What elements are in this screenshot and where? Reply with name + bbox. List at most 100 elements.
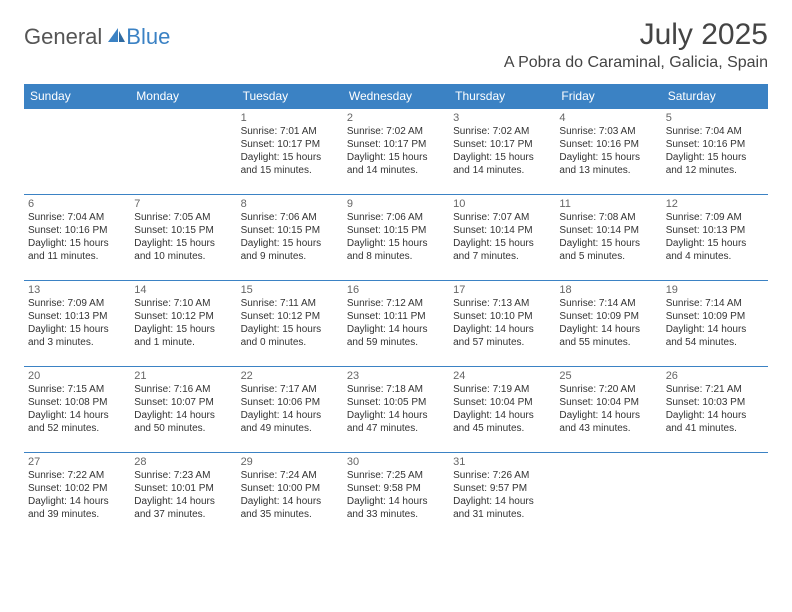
day-cell: 10Sunrise: 7:07 AMSunset: 10:14 PMDaylig… [449, 195, 555, 281]
day-info: Sunrise: 7:02 AMSunset: 10:17 PMDaylight… [347, 125, 445, 177]
day-cell: 7Sunrise: 7:05 AMSunset: 10:15 PMDayligh… [130, 195, 236, 281]
day-info: Sunrise: 7:13 AMSunset: 10:10 PMDaylight… [453, 297, 551, 349]
logo-sail-icon [106, 26, 126, 49]
day-info: Sunrise: 7:07 AMSunset: 10:14 PMDaylight… [453, 211, 551, 263]
day-number: 19 [666, 284, 764, 296]
dayhead-monday: Monday [130, 84, 236, 109]
day-cell: 17Sunrise: 7:13 AMSunset: 10:10 PMDaylig… [449, 281, 555, 367]
header: General Blue July 2025 A Pobra do Carami… [24, 18, 768, 72]
day-info: Sunrise: 7:22 AMSunset: 10:02 PMDaylight… [28, 469, 126, 521]
day-number: 11 [559, 198, 657, 210]
day-header-row: Sunday Monday Tuesday Wednesday Thursday… [24, 84, 768, 109]
week-row: 6Sunrise: 7:04 AMSunset: 10:16 PMDayligh… [24, 195, 768, 281]
day-cell [662, 453, 768, 539]
calendar-page: General Blue July 2025 A Pobra do Carami… [0, 0, 792, 557]
day-info: Sunrise: 7:09 AMSunset: 10:13 PMDaylight… [666, 211, 764, 263]
dayhead-wednesday: Wednesday [343, 84, 449, 109]
location-text: A Pobra do Caraminal, Galicia, Spain [504, 54, 768, 72]
day-cell: 20Sunrise: 7:15 AMSunset: 10:08 PMDaylig… [24, 367, 130, 453]
month-title: July 2025 [504, 18, 768, 52]
day-info: Sunrise: 7:04 AMSunset: 10:16 PMDaylight… [28, 211, 126, 263]
day-number: 7 [134, 198, 232, 210]
day-number: 17 [453, 284, 551, 296]
day-cell: 5Sunrise: 7:04 AMSunset: 10:16 PMDayligh… [662, 109, 768, 195]
week-row: 20Sunrise: 7:15 AMSunset: 10:08 PMDaylig… [24, 367, 768, 453]
logo: General Blue [24, 24, 170, 50]
day-cell: 29Sunrise: 7:24 AMSunset: 10:00 PMDaylig… [237, 453, 343, 539]
day-cell: 22Sunrise: 7:17 AMSunset: 10:06 PMDaylig… [237, 367, 343, 453]
day-info: Sunrise: 7:08 AMSunset: 10:14 PMDaylight… [559, 211, 657, 263]
calendar-table: Sunday Monday Tuesday Wednesday Thursday… [24, 84, 768, 539]
day-number: 9 [347, 198, 445, 210]
day-info: Sunrise: 7:03 AMSunset: 10:16 PMDaylight… [559, 125, 657, 177]
day-cell: 12Sunrise: 7:09 AMSunset: 10:13 PMDaylig… [662, 195, 768, 281]
day-cell: 15Sunrise: 7:11 AMSunset: 10:12 PMDaylig… [237, 281, 343, 367]
day-info: Sunrise: 7:20 AMSunset: 10:04 PMDaylight… [559, 383, 657, 435]
dayhead-saturday: Saturday [662, 84, 768, 109]
day-number: 22 [241, 370, 339, 382]
day-cell: 28Sunrise: 7:23 AMSunset: 10:01 PMDaylig… [130, 453, 236, 539]
day-cell: 6Sunrise: 7:04 AMSunset: 10:16 PMDayligh… [24, 195, 130, 281]
day-number: 29 [241, 456, 339, 468]
day-cell: 31Sunrise: 7:26 AMSunset: 9:57 PMDayligh… [449, 453, 555, 539]
day-info: Sunrise: 7:09 AMSunset: 10:13 PMDaylight… [28, 297, 126, 349]
day-cell: 1Sunrise: 7:01 AMSunset: 10:17 PMDayligh… [237, 109, 343, 195]
day-info: Sunrise: 7:18 AMSunset: 10:05 PMDaylight… [347, 383, 445, 435]
day-cell: 16Sunrise: 7:12 AMSunset: 10:11 PMDaylig… [343, 281, 449, 367]
day-number: 10 [453, 198, 551, 210]
day-number: 5 [666, 112, 764, 124]
day-cell: 27Sunrise: 7:22 AMSunset: 10:02 PMDaylig… [24, 453, 130, 539]
day-number: 21 [134, 370, 232, 382]
day-cell: 13Sunrise: 7:09 AMSunset: 10:13 PMDaylig… [24, 281, 130, 367]
day-cell: 9Sunrise: 7:06 AMSunset: 10:15 PMDayligh… [343, 195, 449, 281]
day-number: 2 [347, 112, 445, 124]
day-info: Sunrise: 7:25 AMSunset: 9:58 PMDaylight:… [347, 469, 445, 521]
day-info: Sunrise: 7:21 AMSunset: 10:03 PMDaylight… [666, 383, 764, 435]
day-number: 27 [28, 456, 126, 468]
day-number: 23 [347, 370, 445, 382]
day-cell: 14Sunrise: 7:10 AMSunset: 10:12 PMDaylig… [130, 281, 236, 367]
day-info: Sunrise: 7:01 AMSunset: 10:17 PMDaylight… [241, 125, 339, 177]
dayhead-sunday: Sunday [24, 84, 130, 109]
day-cell: 30Sunrise: 7:25 AMSunset: 9:58 PMDayligh… [343, 453, 449, 539]
title-block: July 2025 A Pobra do Caraminal, Galicia,… [504, 18, 768, 72]
week-row: 13Sunrise: 7:09 AMSunset: 10:13 PMDaylig… [24, 281, 768, 367]
day-number: 26 [666, 370, 764, 382]
day-number: 6 [28, 198, 126, 210]
day-info: Sunrise: 7:06 AMSunset: 10:15 PMDaylight… [347, 211, 445, 263]
logo-text-general: General [24, 24, 102, 50]
day-info: Sunrise: 7:15 AMSunset: 10:08 PMDaylight… [28, 383, 126, 435]
day-number: 13 [28, 284, 126, 296]
day-cell: 24Sunrise: 7:19 AMSunset: 10:04 PMDaylig… [449, 367, 555, 453]
day-info: Sunrise: 7:14 AMSunset: 10:09 PMDaylight… [666, 297, 764, 349]
day-cell: 18Sunrise: 7:14 AMSunset: 10:09 PMDaylig… [555, 281, 661, 367]
dayhead-friday: Friday [555, 84, 661, 109]
day-number: 18 [559, 284, 657, 296]
day-cell: 19Sunrise: 7:14 AMSunset: 10:09 PMDaylig… [662, 281, 768, 367]
day-cell: 3Sunrise: 7:02 AMSunset: 10:17 PMDayligh… [449, 109, 555, 195]
day-number: 16 [347, 284, 445, 296]
day-number: 20 [28, 370, 126, 382]
day-cell: 8Sunrise: 7:06 AMSunset: 10:15 PMDayligh… [237, 195, 343, 281]
day-cell: 4Sunrise: 7:03 AMSunset: 10:16 PMDayligh… [555, 109, 661, 195]
day-info: Sunrise: 7:14 AMSunset: 10:09 PMDaylight… [559, 297, 657, 349]
day-cell [555, 453, 661, 539]
day-info: Sunrise: 7:11 AMSunset: 10:12 PMDaylight… [241, 297, 339, 349]
week-row: 27Sunrise: 7:22 AMSunset: 10:02 PMDaylig… [24, 453, 768, 539]
calendar-body: 1Sunrise: 7:01 AMSunset: 10:17 PMDayligh… [24, 109, 768, 539]
day-info: Sunrise: 7:26 AMSunset: 9:57 PMDaylight:… [453, 469, 551, 521]
day-number: 25 [559, 370, 657, 382]
day-cell: 11Sunrise: 7:08 AMSunset: 10:14 PMDaylig… [555, 195, 661, 281]
day-cell [130, 109, 236, 195]
day-number: 8 [241, 198, 339, 210]
day-cell: 26Sunrise: 7:21 AMSunset: 10:03 PMDaylig… [662, 367, 768, 453]
day-cell [24, 109, 130, 195]
dayhead-thursday: Thursday [449, 84, 555, 109]
day-number: 24 [453, 370, 551, 382]
day-info: Sunrise: 7:23 AMSunset: 10:01 PMDaylight… [134, 469, 232, 521]
day-info: Sunrise: 7:19 AMSunset: 10:04 PMDaylight… [453, 383, 551, 435]
day-cell: 21Sunrise: 7:16 AMSunset: 10:07 PMDaylig… [130, 367, 236, 453]
day-info: Sunrise: 7:04 AMSunset: 10:16 PMDaylight… [666, 125, 764, 177]
day-number: 3 [453, 112, 551, 124]
day-cell: 25Sunrise: 7:20 AMSunset: 10:04 PMDaylig… [555, 367, 661, 453]
